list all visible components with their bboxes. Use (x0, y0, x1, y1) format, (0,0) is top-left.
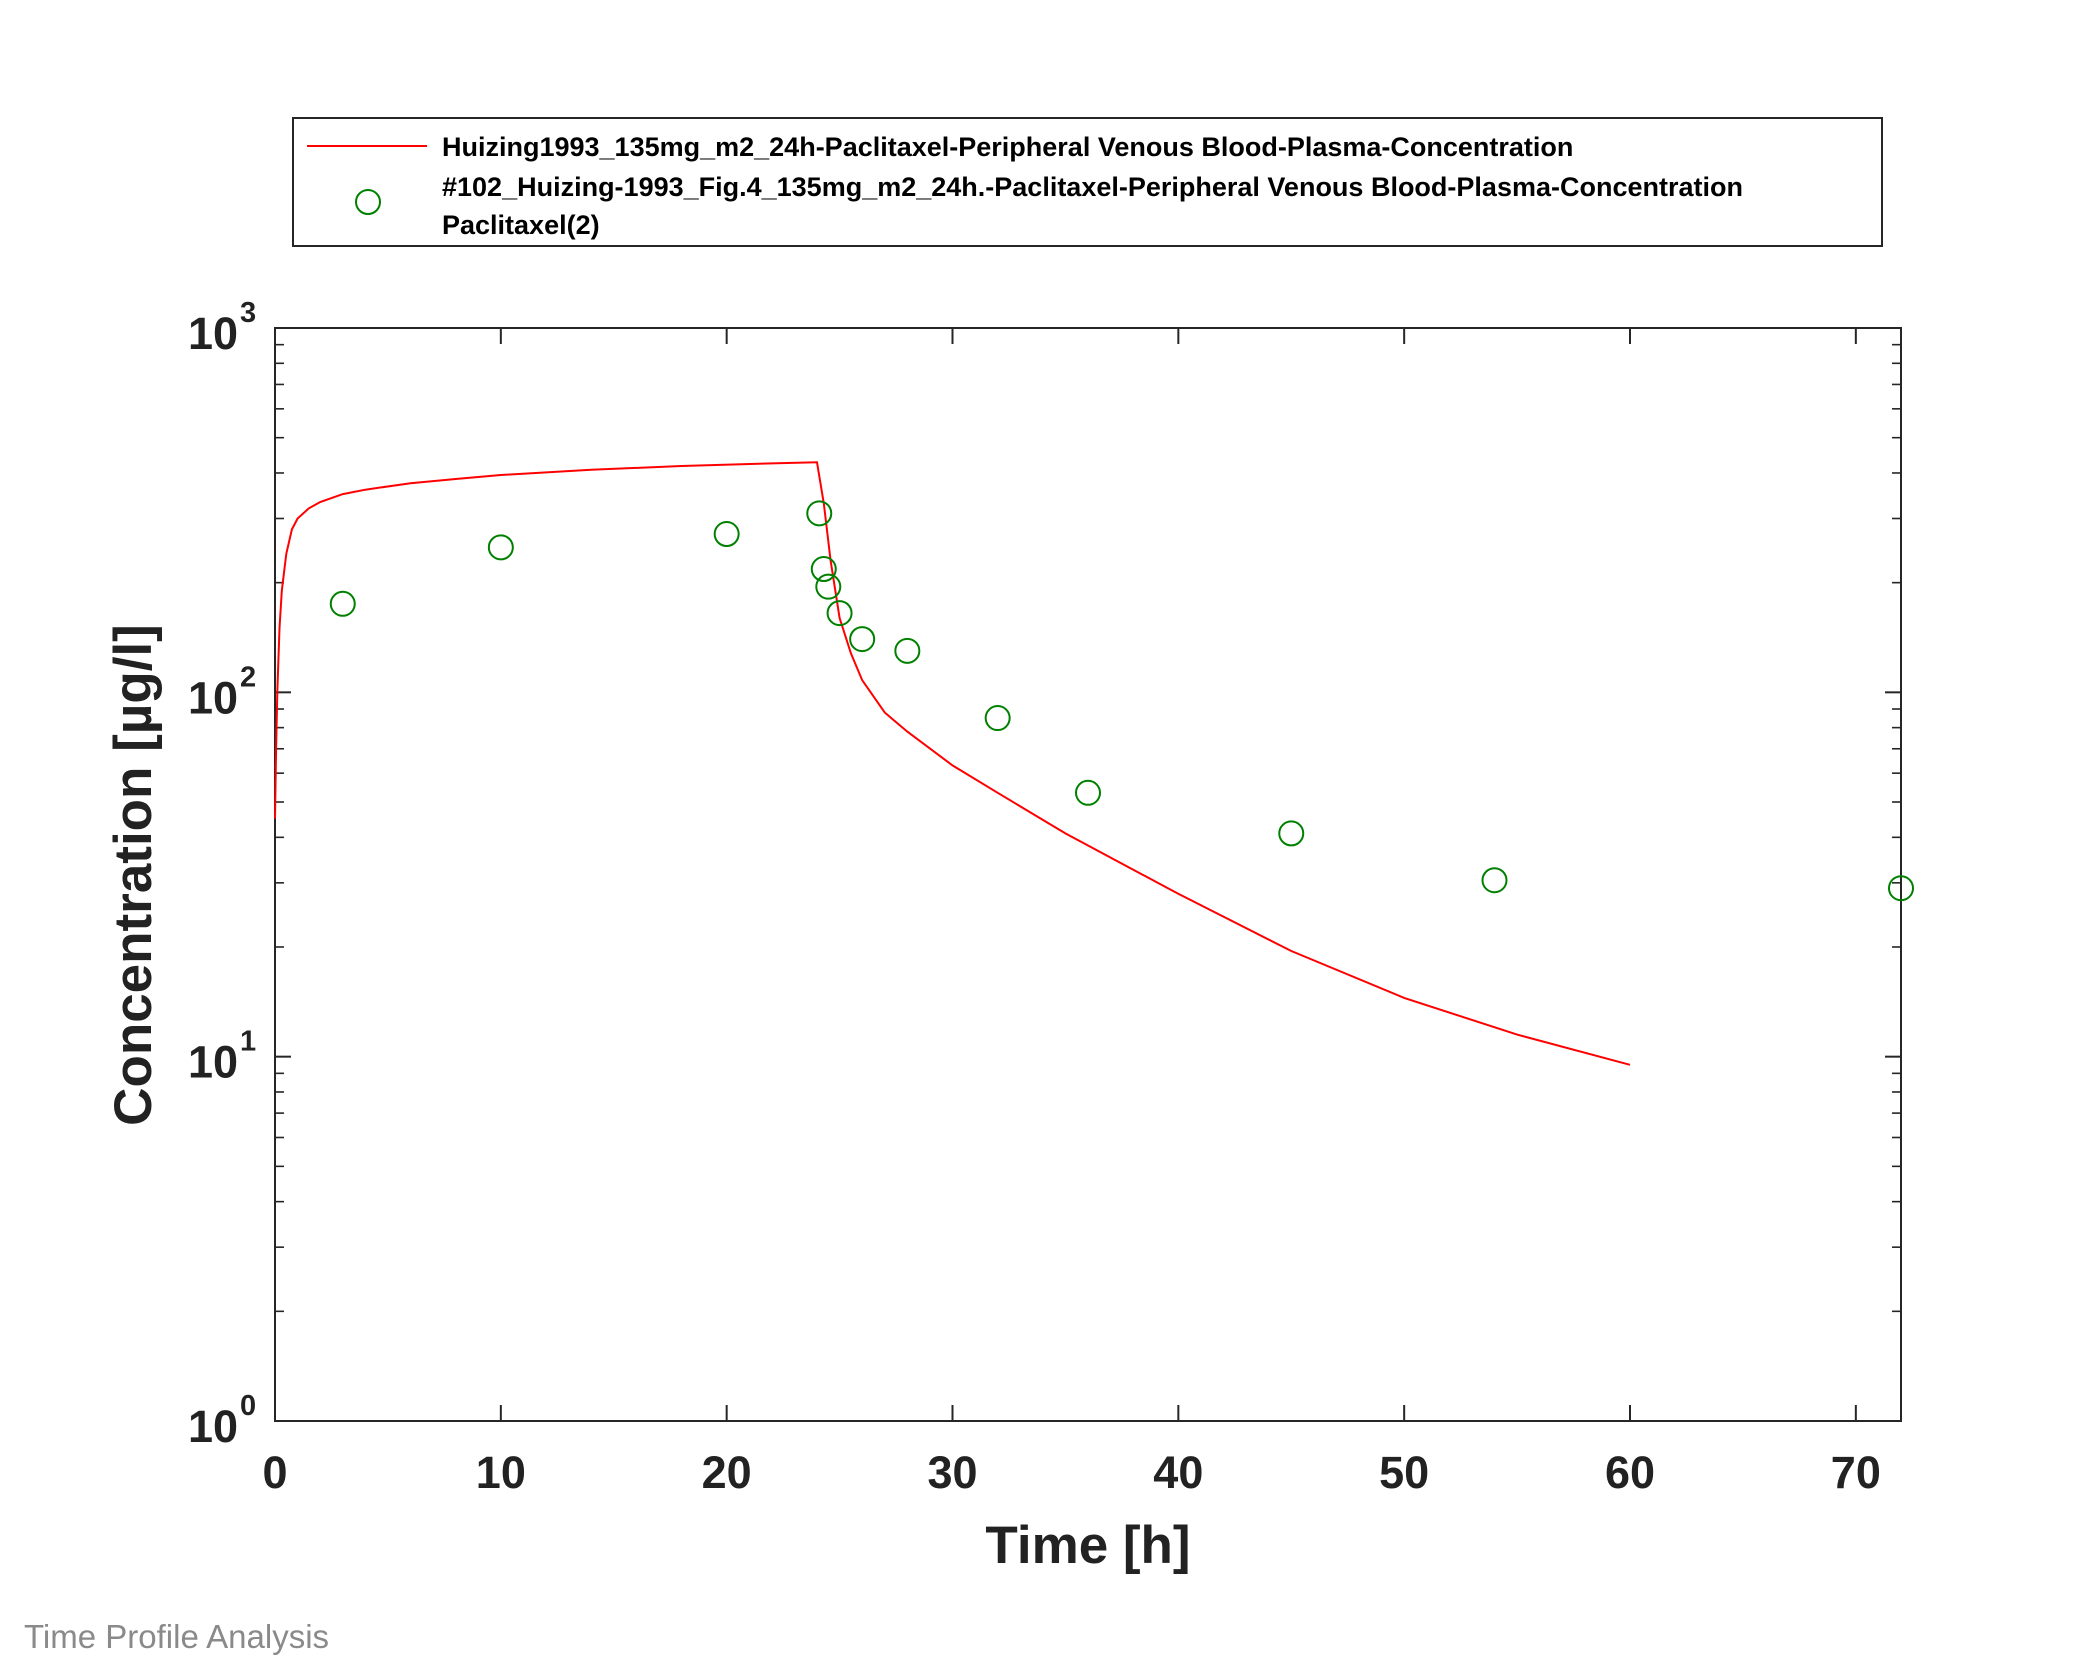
observed-point (815, 573, 842, 600)
x-tick-label: 50 (1379, 1447, 1429, 1498)
observed-point (1888, 875, 1914, 902)
legend-circle-swatch (355, 189, 381, 215)
plot-area (274, 327, 1902, 1422)
legend: Huizing1993_135mg_m2_24h-Paclitaxel-Peri… (292, 117, 1883, 247)
footer-caption: Time Profile Analysis (24, 1618, 329, 1655)
x-tick-label: 60 (1605, 1447, 1655, 1498)
observed-point (329, 590, 356, 617)
y-tick-exponent: 3 (240, 297, 256, 329)
legend-label-observed: #102_Huizing-1993_Fig.4_135mg_m2_24h.-Pa… (442, 172, 1743, 202)
legend-label-simulation: Huizing1993_135mg_m2_24h-Paclitaxel-Peri… (442, 132, 1573, 162)
observed-point (713, 521, 740, 548)
x-axis-title: Time [h] (985, 1516, 1190, 1575)
y-tick-label: 10 (188, 1401, 238, 1452)
legend-label-observed-line2: Paclitaxel(2) (442, 210, 600, 240)
y-tick-label: 10 (188, 672, 238, 723)
y-tick-label: 10 (188, 1037, 238, 1088)
x-tick-label: 0 (262, 1447, 287, 1498)
series-layer (274, 461, 1914, 1066)
x-tick-labels: 0 10 20 30 40 50 60 70 (262, 1447, 1880, 1498)
x-tick-label: 40 (1153, 1447, 1203, 1498)
y-tick-label: 10 (188, 308, 238, 359)
y-tick-exponent: 0 (240, 1390, 256, 1422)
observed-point (894, 637, 921, 664)
observed-point (826, 600, 853, 627)
x-tick-label: 70 (1831, 1447, 1881, 1498)
x-tick-label: 30 (927, 1447, 977, 1498)
observed-point (487, 534, 514, 561)
observed-point (806, 500, 833, 527)
y-tick-exponent: 2 (240, 661, 256, 693)
y-tick-exponent: 1 (240, 1026, 256, 1058)
observed-point (1075, 779, 1101, 806)
axis-ticks (274, 327, 1901, 1422)
x-tick-label: 20 (702, 1447, 752, 1498)
observed-point (984, 705, 1011, 732)
simulation-line (274, 461, 1631, 1066)
y-axis-title: Concentration [µg/l] (104, 624, 163, 1126)
legend-box (292, 117, 1883, 247)
observed-point (1278, 820, 1305, 847)
observed-point (810, 556, 837, 583)
observed-point (849, 626, 876, 653)
observed-point (1481, 867, 1508, 894)
x-tick-label: 10 (476, 1447, 526, 1498)
